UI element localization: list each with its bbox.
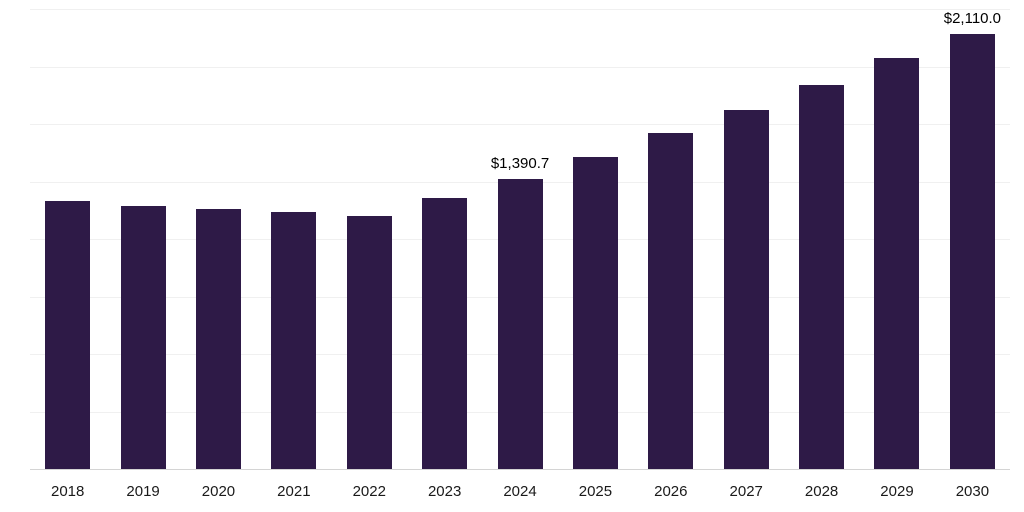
bar-group — [30, 10, 105, 470]
x-tick-label: 2030 — [955, 482, 990, 500]
x-tick-label: 2018 — [51, 482, 85, 500]
x-tick-label: 2020 — [201, 482, 236, 500]
bar-group — [407, 10, 482, 470]
bar — [874, 58, 920, 470]
bar-value-label: $2,110.0 — [943, 10, 1002, 27]
x-tick-label: 2019 — [126, 482, 160, 500]
bar-group — [181, 10, 256, 470]
bar-group — [332, 10, 407, 470]
bars-container: $1,390.7 $2,110.0 — [30, 10, 1010, 470]
bar-group — [859, 10, 934, 470]
bar — [497, 179, 543, 470]
x-tick-label: 2025 — [578, 482, 613, 500]
x-tick-label: 2022 — [352, 482, 386, 500]
bar — [120, 206, 166, 470]
bar — [723, 110, 769, 470]
bar — [572, 157, 618, 470]
bar — [799, 85, 845, 470]
bar-value-label: $1,390.7 — [490, 155, 550, 173]
x-tick-label: 2029 — [880, 482, 914, 500]
bar-group — [709, 10, 784, 470]
x-tick-label: 2028 — [804, 482, 839, 500]
bar — [422, 198, 468, 470]
bar — [271, 212, 317, 470]
bar-group — [784, 10, 859, 470]
bar — [195, 209, 241, 470]
x-axis-line — [30, 469, 1010, 470]
bar-group: $2,110.0 — [935, 10, 1010, 470]
bar-group — [105, 10, 180, 470]
bar — [949, 34, 995, 470]
bar-group — [633, 10, 708, 470]
x-tick-label: 2023 — [427, 482, 462, 500]
bar-group — [558, 10, 633, 470]
plot-area: $1,390.7 $2,110.0 — [30, 9, 1010, 470]
bar-group: $1,390.7 — [482, 10, 557, 470]
x-tick-label: 2026 — [654, 482, 688, 500]
x-tick-label: 2027 — [729, 482, 763, 500]
bar-group — [256, 10, 331, 470]
bar — [346, 215, 392, 470]
x-tick-label: 2024 — [503, 482, 537, 500]
x-axis: 2018 2019 2020 2021 2022 2023 2024 2025 2026 2027… — [30, 470, 1010, 512]
bar — [45, 201, 91, 470]
bar — [648, 133, 694, 470]
x-tick-label: 2021 — [277, 482, 311, 500]
